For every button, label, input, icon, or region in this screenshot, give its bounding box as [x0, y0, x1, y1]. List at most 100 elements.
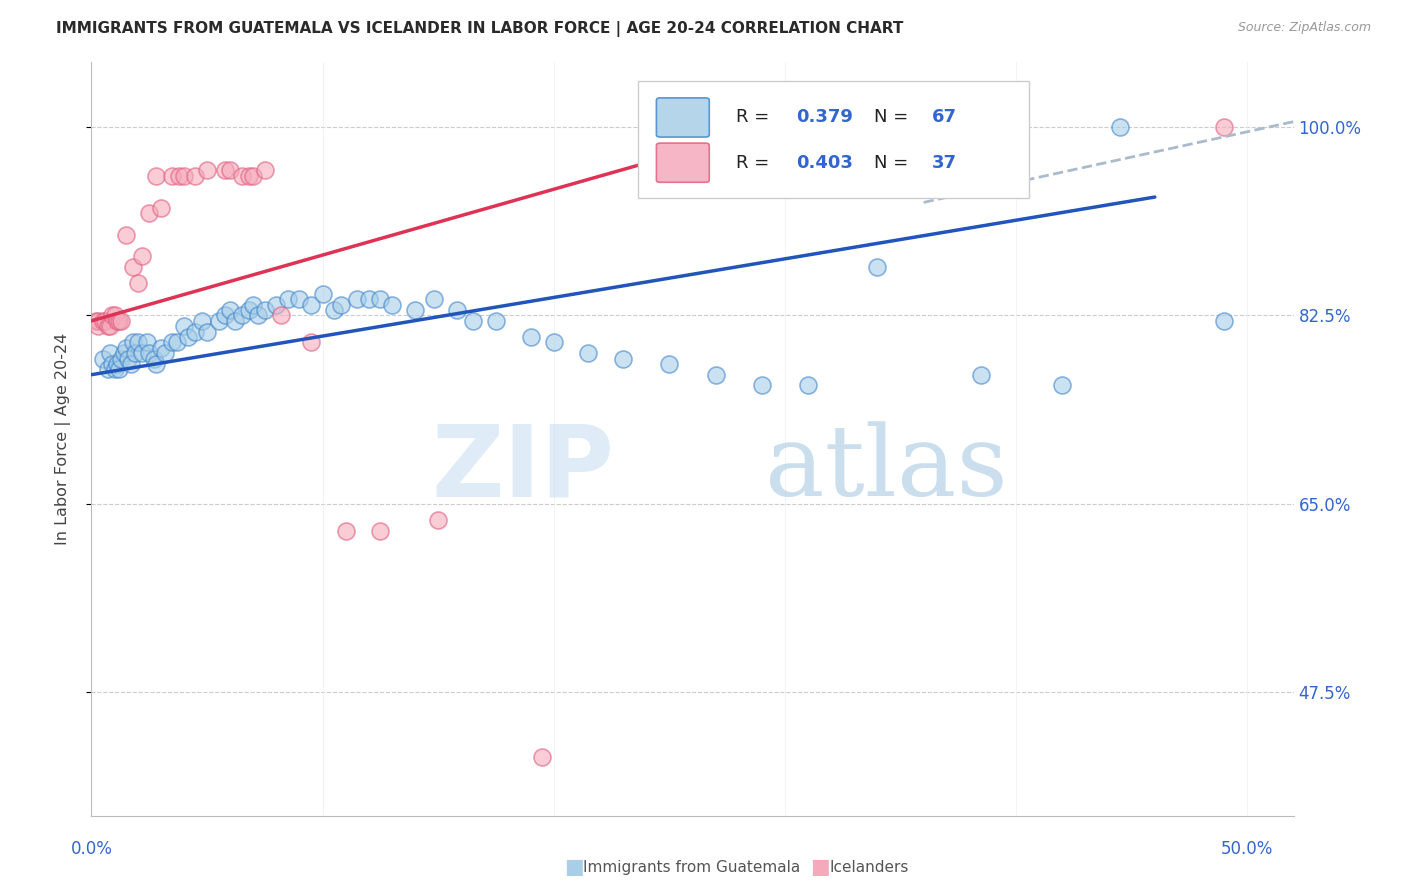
Point — [149, 341, 172, 355]
Point — [231, 309, 253, 323]
Point — [91, 351, 114, 366]
Point — [195, 163, 218, 178]
Point — [214, 163, 236, 178]
Text: atlas: atlas — [765, 422, 1007, 517]
Point — [124, 346, 146, 360]
Point — [98, 346, 121, 360]
Point — [162, 335, 184, 350]
Point — [224, 314, 246, 328]
Text: 37: 37 — [932, 153, 956, 171]
Text: R =: R = — [735, 109, 769, 127]
Point — [253, 303, 276, 318]
Point — [242, 169, 264, 183]
Point — [115, 341, 138, 355]
Text: 50.0%: 50.0% — [1220, 840, 1274, 858]
Text: Immigrants from Guatemala: Immigrants from Guatemala — [583, 860, 801, 874]
Point — [105, 314, 128, 328]
Text: Icelanders: Icelanders — [830, 860, 908, 874]
Point — [191, 314, 214, 328]
Point — [1109, 120, 1132, 134]
Text: ■: ■ — [810, 857, 830, 877]
Point — [131, 346, 153, 360]
Point — [87, 314, 110, 328]
Point — [98, 319, 121, 334]
Point — [866, 260, 889, 274]
Point — [970, 368, 993, 382]
Text: 0.403: 0.403 — [796, 153, 852, 171]
Point — [149, 201, 172, 215]
Text: Source: ZipAtlas.com: Source: ZipAtlas.com — [1237, 21, 1371, 34]
Point — [94, 314, 117, 328]
Point — [446, 303, 468, 318]
Text: ■: ■ — [564, 857, 583, 877]
Point — [266, 298, 288, 312]
Point — [142, 351, 165, 366]
Point — [277, 293, 299, 307]
Point — [427, 513, 450, 527]
Point — [311, 287, 333, 301]
Text: 0.0%: 0.0% — [70, 840, 112, 858]
Point — [578, 346, 600, 360]
Point — [270, 309, 292, 323]
Point — [97, 319, 120, 334]
Point — [543, 335, 565, 350]
Point — [370, 524, 392, 538]
Point — [381, 298, 404, 312]
Point — [166, 335, 188, 350]
Point — [103, 362, 125, 376]
Point — [162, 169, 184, 183]
Point — [335, 524, 357, 538]
Text: N =: N = — [875, 109, 908, 127]
Point — [797, 378, 820, 392]
Point — [299, 335, 322, 350]
Point — [1213, 120, 1236, 134]
Text: IMMIGRANTS FROM GUATEMALA VS ICELANDER IN LABOR FORCE | AGE 20-24 CORRELATION CH: IMMIGRANTS FROM GUATEMALA VS ICELANDER I… — [56, 21, 904, 37]
Point — [173, 169, 195, 183]
Point — [135, 335, 157, 350]
Point — [138, 206, 160, 220]
Point — [242, 298, 264, 312]
Point — [246, 309, 269, 323]
FancyBboxPatch shape — [638, 81, 1029, 198]
Point — [131, 249, 153, 263]
Point — [238, 303, 260, 318]
Point — [658, 357, 681, 371]
Point — [422, 293, 444, 307]
Point — [485, 314, 508, 328]
Point — [112, 346, 135, 360]
Y-axis label: In Labor Force | Age 20-24: In Labor Force | Age 20-24 — [55, 334, 70, 545]
Point — [299, 298, 322, 312]
Point — [184, 325, 207, 339]
Point — [91, 314, 114, 328]
Point — [122, 260, 145, 274]
Text: 0.379: 0.379 — [796, 109, 852, 127]
Point — [138, 346, 160, 360]
Point — [1213, 314, 1236, 328]
Point — [108, 362, 131, 376]
Point — [288, 293, 311, 307]
Point — [120, 357, 142, 371]
Point — [117, 351, 139, 366]
Text: N =: N = — [875, 153, 908, 171]
Point — [173, 319, 195, 334]
FancyBboxPatch shape — [657, 143, 709, 182]
Point — [214, 309, 236, 323]
Text: R =: R = — [735, 153, 769, 171]
Point — [195, 325, 218, 339]
Point — [370, 293, 392, 307]
Point — [184, 169, 207, 183]
Point — [105, 357, 128, 371]
Point — [612, 351, 634, 366]
Point — [404, 303, 426, 318]
Point — [219, 163, 242, 178]
Point — [253, 163, 276, 178]
Point — [330, 298, 353, 312]
Point — [751, 378, 773, 392]
Point — [127, 276, 149, 290]
Point — [461, 314, 484, 328]
Point — [238, 169, 260, 183]
Point — [101, 357, 124, 371]
Point — [110, 314, 132, 328]
FancyBboxPatch shape — [657, 98, 709, 137]
Point — [346, 293, 368, 307]
